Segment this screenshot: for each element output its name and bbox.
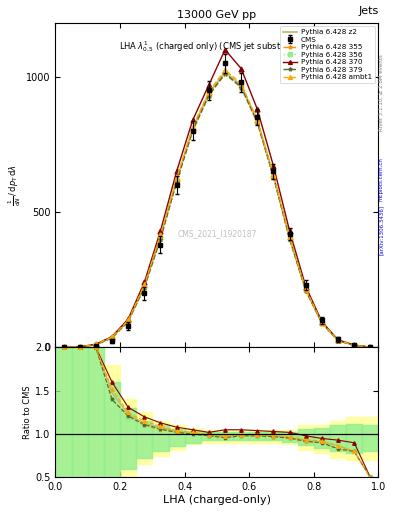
Pythia 6.428 z2 [190, 125, 195, 132]
Pythia 6.428 z2 [142, 284, 147, 290]
Pythia 6.428 z2 [77, 344, 82, 350]
Pythia 6.428 z2 [255, 118, 260, 124]
Pythia 6.428 z2 [239, 82, 244, 89]
Pythia 6.428 z2 [303, 287, 308, 293]
Text: $\mathrm{LHA}\;\lambda^1_{0.5}$ (charged only) (CMS jet substructure): $\mathrm{LHA}\;\lambda^1_{0.5}$ (charged… [119, 39, 315, 54]
Text: CMS_2021_I1920187: CMS_2021_I1920187 [177, 229, 257, 238]
Pythia 6.428 z2 [368, 344, 373, 350]
Y-axis label: $\frac{1}{\mathrm{d}N}\,/\,\mathrm{d}p_\mathrm{T}\,\mathrm{d}\lambda$: $\frac{1}{\mathrm{d}N}\,/\,\mathrm{d}p_\… [7, 164, 23, 206]
Pythia 6.428 z2 [126, 318, 130, 324]
Text: mcplots.cern.ch: mcplots.cern.ch [379, 157, 384, 201]
Pythia 6.428 z2 [287, 235, 292, 241]
X-axis label: LHA (charged-only): LHA (charged-only) [163, 495, 271, 505]
Pythia 6.428 z2 [320, 320, 324, 326]
Text: Jets: Jets [358, 6, 378, 16]
Pythia 6.428 z2 [174, 177, 179, 183]
Text: Rivet 3.1.10, ≥ 2.8M events: Rivet 3.1.10, ≥ 2.8M events [379, 54, 384, 131]
Pythia 6.428 z2 [94, 342, 98, 348]
Pythia 6.428 z2 [352, 342, 356, 348]
Text: [arXiv:1306.3436]: [arXiv:1306.3436] [379, 205, 384, 255]
Line: Pythia 6.428 z2: Pythia 6.428 z2 [64, 72, 370, 348]
Pythia 6.428 z2 [207, 91, 211, 97]
Pythia 6.428 z2 [158, 234, 163, 240]
Title: 13000 GeV pp: 13000 GeV pp [177, 10, 257, 20]
Pythia 6.428 z2 [110, 334, 114, 340]
Legend: Pythia 6.428 z2, CMS, Pythia 6.428 355, Pythia 6.428 356, Pythia 6.428 370, Pyth: Pythia 6.428 z2, CMS, Pythia 6.428 355, … [280, 26, 375, 83]
Pythia 6.428 z2 [271, 173, 276, 179]
Pythia 6.428 z2 [223, 69, 228, 75]
Y-axis label: Ratio to CMS: Ratio to CMS [24, 386, 33, 439]
Pythia 6.428 z2 [61, 345, 66, 351]
Pythia 6.428 z2 [336, 337, 340, 344]
